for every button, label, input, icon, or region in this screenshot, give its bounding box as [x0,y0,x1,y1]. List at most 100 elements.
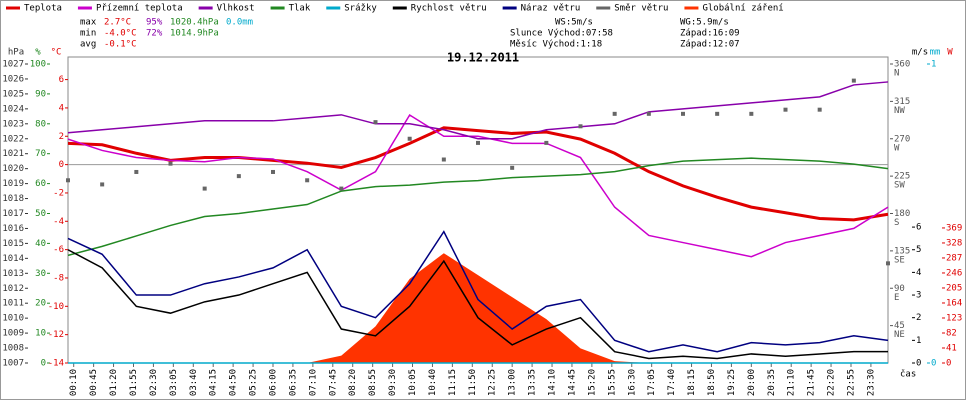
y-tick-label: 2 [916,313,921,323]
y-tick-label: 1011 [2,299,24,309]
x-tick-label: 07:10 [308,369,318,396]
stat-text: 2.7°C [104,18,131,28]
x-tick-label: 06:00 [269,369,279,396]
y-tick-label: 369 [946,223,962,233]
y-tick-label: -2 [53,188,64,198]
y-tick-label: 1012 [2,284,24,294]
y-tick-label: -4 [53,217,64,227]
series-line [67,113,889,258]
y-tick-label: 180 [894,209,910,219]
x-tick-label: 11:50 [468,369,478,396]
stat-text: 1014.9hPa [170,29,219,39]
y-tick-label: 1025 [2,89,24,99]
y-tick-label: 70 [35,149,46,159]
y-tick-label: 0 [946,359,951,369]
y-tick-label: 270 [894,134,910,144]
y-tick-label: 0 [931,359,936,369]
y-tick-label: 1022 [2,134,24,144]
x-tick-label: 03:05 [169,369,179,396]
y-tick-label: -10 [48,302,64,312]
legend-label: Tlak [289,4,311,14]
x-tick-label: 05:25 [249,369,259,396]
y-tick-label: -6 [53,245,64,255]
legend-label: Globální záření [702,4,783,14]
direction-point [236,174,241,179]
x-tick-label: 14:45 [567,369,577,396]
x-tick-label: 14:10 [548,369,558,396]
legend-label: Vlhkost [217,4,255,14]
y-tick-label: 0 [916,359,921,369]
y-tick-label: 4 [59,103,64,113]
legend-label: Náraz větru [521,4,581,14]
y-tick-label: 205 [946,283,962,293]
x-tick-label: 03:40 [189,369,199,396]
y-tick-label: 1010 [2,314,24,324]
x-tick-label: 21:10 [787,369,797,396]
y-tick-label: 1020 [2,164,24,174]
y-tick-label: 0 [59,160,64,170]
astro-text: Slunce Východ:07:58 [510,29,613,39]
y-tick-label: 135 [894,246,910,256]
y-tick-label: 1024 [2,104,24,114]
x-tick-label: 12:25 [488,369,498,396]
series-line [67,126,889,222]
y-tick-label: 123 [946,313,962,323]
y-tick-label: 287 [946,253,962,263]
y-tick-label: 80 [35,119,46,129]
x-tick-label: 00:45 [89,369,99,396]
y-tick-label: 1 [916,336,921,346]
direction-point [578,124,583,129]
y-tick-label: 90 [35,89,46,99]
compass-label: W [894,143,900,153]
compass-label: N [894,69,899,79]
direction-point [510,165,515,170]
y-tick-label: -14 [48,359,64,369]
direction-point [476,140,480,145]
direction-point [886,261,890,266]
series-line [67,81,889,140]
x-tick-label: 20:35 [767,369,777,396]
axis-unit: mm [930,48,941,58]
x-tick-label: 02:30 [149,369,159,396]
direction-point [202,186,207,191]
x-axis-label: čas [900,369,916,380]
legend-label: Směr větru [614,4,668,14]
y-tick-label: 6 [59,75,64,85]
y-tick-label: 1021 [2,149,24,159]
x-tick-label: 17:40 [667,369,677,396]
direction-point [715,111,720,116]
series-line [67,157,889,257]
legend-label: Srážky [344,4,377,14]
astro-text: WS:5m/s [555,18,593,28]
direction-point [817,107,822,112]
direction-point [66,178,70,183]
y-tick-label: 1017 [2,209,24,219]
direction-point [681,111,685,116]
stat-text: -4.0°C [104,29,137,39]
y-tick-label: 50 [35,209,46,219]
direction-point [168,161,173,166]
y-tick-label: 1013 [2,269,24,279]
y-tick-label: 60 [35,179,46,189]
y-tick-label: 4 [916,268,921,278]
x-tick-label: 06:35 [288,369,298,396]
y-tick-label: 1019 [2,179,24,189]
axis-unit: m/s [912,48,928,58]
x-tick-label: 13:00 [508,369,518,396]
y-tick-label: 1018 [2,194,24,204]
direction-point [544,140,549,145]
x-tick-label: 19:25 [727,369,737,396]
x-tick-label: 11:15 [448,369,458,396]
y-tick-label: 328 [946,238,962,248]
direction-point [407,136,412,141]
direction-point [783,107,788,112]
y-tick-label: 3 [916,291,921,301]
y-tick-label: 1008 [2,344,24,354]
x-tick-label: 10:05 [408,369,418,396]
direction-point [851,78,856,83]
direction-point [100,182,105,187]
axis-unit: °C [51,48,62,58]
x-tick-label: 04:15 [209,369,219,396]
y-tick-label: 6 [916,223,921,233]
